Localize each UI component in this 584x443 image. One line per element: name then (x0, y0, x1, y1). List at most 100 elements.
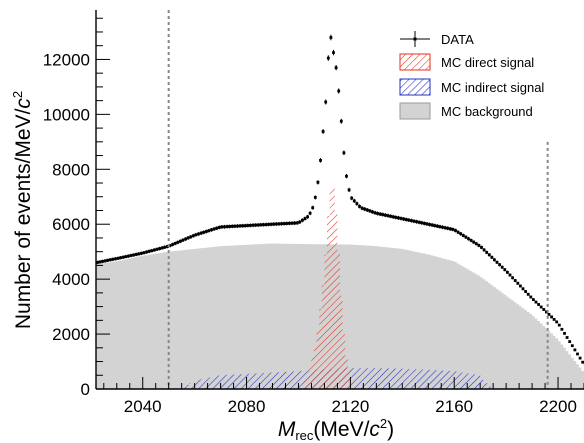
data-point-marker (127, 254, 130, 258)
data-point (524, 290, 527, 293)
plot-area (96, 10, 584, 389)
data-point-marker (303, 217, 307, 220)
data-point-marker (329, 36, 333, 39)
data-point-marker (134, 253, 138, 256)
data-point (264, 222, 268, 227)
data-point (570, 344, 574, 348)
data-point-marker (581, 360, 584, 364)
data-point (565, 336, 569, 339)
data-point (451, 227, 455, 232)
data-point (101, 259, 104, 264)
data-point (487, 253, 491, 257)
data-point-marker (508, 273, 512, 277)
data-point-marker (228, 225, 232, 228)
data-point-marker (179, 239, 182, 243)
data-point (360, 206, 364, 211)
data-point (199, 231, 203, 235)
legend-marker-data-point (413, 37, 417, 41)
data-point-marker (428, 223, 431, 226)
data-point (557, 323, 561, 327)
data-point-marker (391, 215, 395, 219)
x-tick-label: 2080 (228, 397, 266, 416)
data-point-marker (116, 256, 120, 260)
data-point-marker (342, 151, 346, 155)
y-tick-label: 10000 (43, 105, 90, 124)
data-point (513, 279, 517, 283)
data-point-marker (578, 356, 582, 360)
data-point-marker (417, 220, 421, 224)
data-point-marker (129, 254, 133, 257)
data-point-marker (545, 310, 548, 314)
data-point (269, 222, 273, 227)
data-point (329, 34, 333, 41)
data-point-marker (402, 217, 405, 221)
data-point (217, 225, 221, 230)
data-point (319, 158, 322, 163)
data-point-marker (485, 251, 489, 254)
data-point (150, 248, 154, 253)
data-point (433, 223, 437, 228)
data-point (194, 232, 198, 237)
data-point-marker (246, 224, 250, 227)
data-point-marker (160, 246, 164, 250)
data-point (140, 251, 143, 256)
data-point-marker (550, 315, 553, 319)
data-point-marker (490, 255, 494, 259)
data-point-marker (163, 245, 167, 249)
data-point-marker (158, 247, 161, 250)
data-point (519, 284, 522, 288)
data-point (446, 226, 450, 231)
data-point (275, 222, 278, 226)
data-point-marker (243, 224, 247, 228)
x-axis-label-unit-var: c (369, 418, 380, 441)
data-point-marker (176, 240, 180, 244)
data-point (521, 287, 525, 291)
data-point (124, 254, 128, 259)
data-point (171, 242, 174, 247)
data-point-marker (194, 233, 198, 237)
data-point (438, 224, 442, 229)
data-point (456, 230, 460, 234)
data-point-marker (199, 231, 203, 235)
data-point-marker (98, 260, 102, 264)
data-point (282, 221, 286, 226)
data-point (386, 213, 390, 218)
data-point (233, 224, 237, 229)
data-point-marker (410, 219, 413, 222)
data-point (477, 243, 481, 248)
data-point (153, 248, 156, 252)
data-point-marker (521, 287, 525, 291)
data-point (402, 217, 405, 221)
legend-entry: MC background (399, 102, 533, 120)
data-point-marker (412, 219, 416, 223)
x-axis-label-unit-pre: (MeV/ (313, 418, 369, 441)
data-point-marker (111, 257, 115, 261)
data-point-marker (563, 332, 566, 335)
data-point (355, 201, 359, 206)
data-point (111, 257, 115, 261)
data-point-marker (275, 222, 278, 226)
data-point-marker (217, 226, 221, 229)
x-tick-label: 2160 (435, 397, 473, 416)
data-point (376, 211, 379, 216)
data-point-marker (225, 225, 229, 228)
data-point (96, 260, 99, 265)
data-point (490, 255, 494, 259)
data-point-marker (495, 260, 499, 264)
data-point (230, 224, 234, 229)
data-point-marker (547, 313, 551, 316)
data-point-marker (389, 214, 392, 218)
data-point (467, 236, 470, 241)
data-point (454, 228, 457, 233)
data-point (189, 235, 193, 239)
data-point-marker (503, 268, 507, 272)
data-point-marker (337, 89, 341, 93)
data-point-marker (259, 223, 263, 227)
data-point-marker (256, 223, 260, 227)
data-point-marker (386, 214, 390, 218)
data-point (339, 118, 343, 124)
data-point (142, 251, 146, 255)
data-point (184, 237, 187, 241)
data-point (277, 222, 281, 226)
data-point-marker (204, 230, 208, 233)
